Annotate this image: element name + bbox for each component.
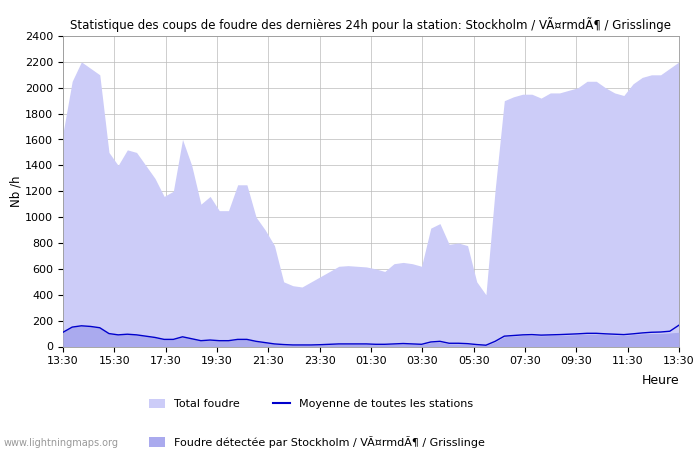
Text: www.lightningmaps.org: www.lightningmaps.org bbox=[4, 438, 118, 448]
Legend: Foudre détectée par Stockholm / VÃ¤rmdÃ¶ / Grisslinge: Foudre détectée par Stockholm / VÃ¤rmdÃ¶… bbox=[148, 436, 485, 448]
Title: Statistique des coups de foudre des dernières 24h pour la station: Stockholm / V: Statistique des coups de foudre des dern… bbox=[71, 17, 671, 32]
Text: Heure: Heure bbox=[641, 374, 679, 387]
Y-axis label: Nb /h: Nb /h bbox=[9, 176, 22, 207]
